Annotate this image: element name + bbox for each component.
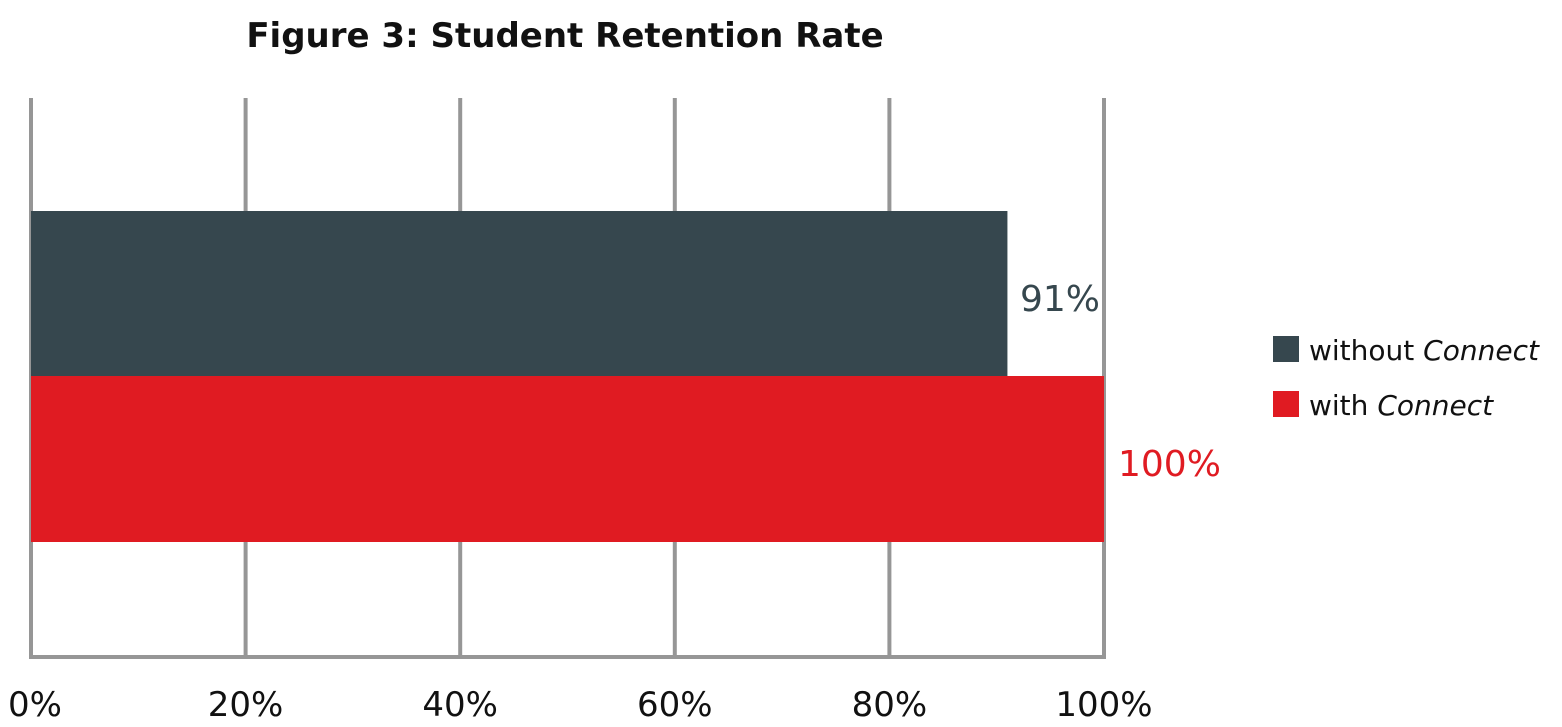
x-tick-label: 0% bbox=[8, 685, 62, 725]
bar-with-connect bbox=[31, 376, 1104, 542]
data-label-without-connect: 91% bbox=[1020, 279, 1100, 320]
legend-label: without Connect bbox=[1309, 334, 1540, 367]
legend-swatch bbox=[1273, 391, 1299, 417]
x-axis-tick-labels: 0% 20% 40% 60% 80% 100% bbox=[8, 685, 1153, 725]
x-tick-label: 100% bbox=[1055, 685, 1152, 725]
x-tick-label: 60% bbox=[637, 685, 713, 725]
bar-without-connect bbox=[31, 211, 1008, 377]
x-tick-label: 80% bbox=[852, 685, 928, 725]
data-labels: 91% 100% bbox=[1020, 279, 1221, 485]
legend-swatch bbox=[1273, 336, 1299, 362]
legend: without Connect with Connect bbox=[1273, 334, 1540, 422]
legend-label: with Connect bbox=[1309, 389, 1494, 422]
bars bbox=[31, 211, 1104, 542]
chart-title: Figure 3: Student Retention Rate bbox=[246, 16, 883, 56]
data-label-with-connect: 100% bbox=[1118, 444, 1221, 485]
x-tick-label: 40% bbox=[422, 685, 498, 725]
x-tick-label: 20% bbox=[208, 685, 284, 725]
